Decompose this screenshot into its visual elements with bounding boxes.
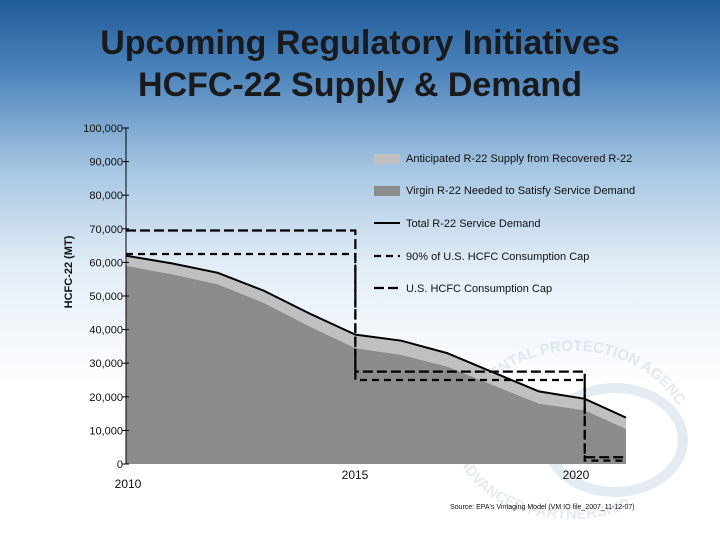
y-tick-label: 0 — [117, 459, 123, 471]
recovered-area — [126, 255, 626, 429]
y-tick-label: 100,000 — [83, 123, 123, 135]
legend-swatch — [374, 154, 400, 164]
legend-swatch — [374, 186, 400, 196]
virgin-area — [126, 265, 626, 464]
legend-label: 90% of U.S. HCFC Consumption Cap — [406, 251, 589, 263]
title-line-2: HCFC-22 Supply & Demand — [138, 66, 582, 104]
total-demand-line — [125, 254, 627, 419]
x-tick-label: 2020 — [563, 468, 590, 482]
y-axis-label: HCFC-22 (MT) — [63, 235, 75, 308]
title-line-1: Upcoming Regulatory Initiatives — [100, 24, 620, 62]
x-tick-label: 2015 — [342, 468, 369, 482]
legend-label: U.S. HCFC Consumption Cap — [406, 283, 552, 295]
legend-label: Anticipated R-22 Supply from Recovered R… — [406, 153, 632, 165]
x-tick-label: 2010 — [115, 477, 142, 491]
y-tick-label: 90,000 — [89, 157, 123, 169]
legend-label: Virgin R-22 Needed to Satisfy Service De… — [406, 185, 635, 197]
y-tick-label: 60,000 — [89, 257, 123, 269]
source-note: Source: EPA's Vintaging Model (VM IO fil… — [450, 504, 635, 511]
y-tick-label: 10,000 — [89, 425, 123, 437]
y-tick-label: 20,000 — [89, 392, 123, 404]
y-tick-label: 40,000 — [89, 325, 123, 337]
consumption-cap-line — [126, 229, 626, 459]
y-tick-label: 70,000 — [89, 224, 123, 236]
legend-label: Total R-22 Service Demand — [406, 218, 541, 230]
y-tick-label: 30,000 — [89, 358, 123, 370]
y-tick-label: 80,000 — [89, 190, 123, 202]
slide-title: Upcoming Regulatory Initiatives HCFC-22 … — [0, 22, 720, 106]
y-tick-label: 50,000 — [89, 291, 123, 303]
cap-90-line — [126, 252, 626, 462]
